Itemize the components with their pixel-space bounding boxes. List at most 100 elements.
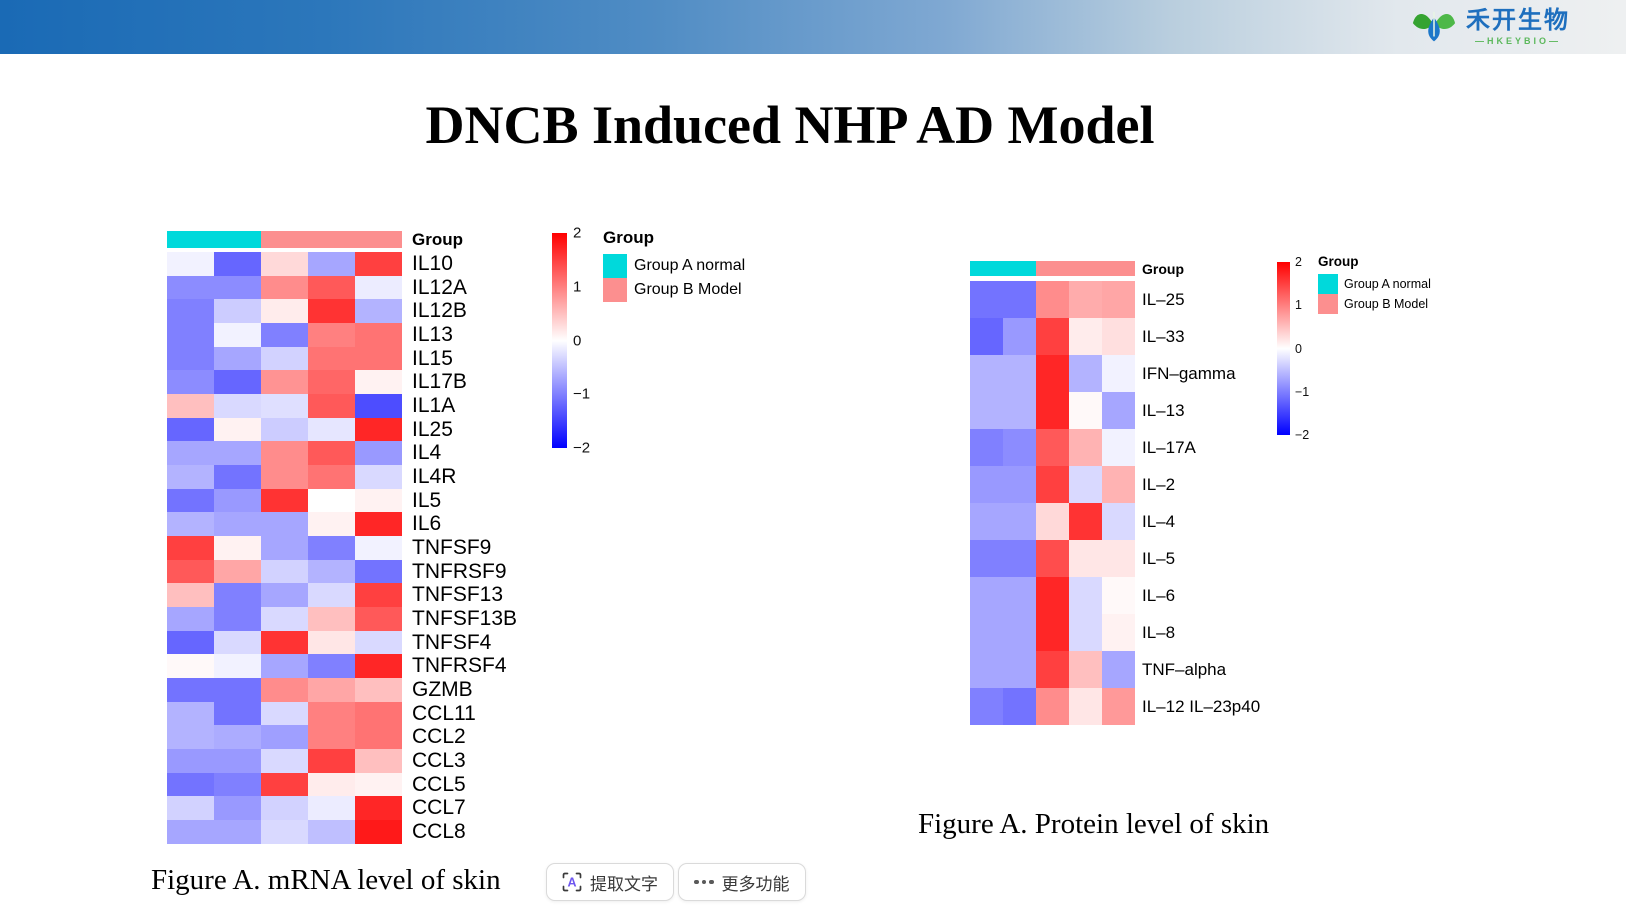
legend-swatch (603, 278, 627, 302)
heatmap-cell (214, 394, 261, 418)
heatmap-cell (1036, 577, 1069, 614)
heatmap-cell (1069, 466, 1102, 503)
group-annotation-bar-protein (970, 261, 1135, 276)
heatmap-cell (167, 725, 214, 750)
annotation-label-mrna: Group (412, 229, 463, 249)
heatmap-cell (1102, 281, 1135, 318)
heatmap-cell (1003, 614, 1036, 651)
heatmap-cell (261, 417, 308, 442)
heatmap-cell (1069, 688, 1102, 725)
row-label: IL–17A (1142, 437, 1196, 457)
row-label: TNFSF9 (412, 535, 492, 559)
colorbar-tick-label: −1 (1295, 384, 1310, 399)
heatmap-cell (970, 429, 1003, 466)
heatmap-cell (1036, 318, 1069, 355)
heatmap-cell (1036, 540, 1069, 577)
group-annotation-segment (167, 231, 261, 248)
extract-text-button[interactable]: A 提取文字 (546, 863, 674, 901)
heatmap-cell (214, 536, 261, 560)
legend-swatch (1318, 294, 1338, 314)
heatmap-cell (308, 749, 355, 773)
heatmap-cell (261, 275, 308, 300)
heatmap-cell (1003, 651, 1036, 688)
heatmap-cell (214, 654, 261, 679)
heatmap-cell (1003, 688, 1036, 725)
row-label: IL–6 (1142, 585, 1176, 605)
heatmap-cell (970, 355, 1003, 392)
leaf-drop-logo-icon (1412, 11, 1456, 42)
group-annotation-segment (261, 231, 402, 248)
heatmap-cell (308, 394, 355, 418)
heatmap-cell (214, 252, 261, 276)
heatmap-cell (970, 540, 1003, 577)
heatmap-cell (1102, 614, 1135, 651)
heatmap-cell (1102, 577, 1135, 614)
extract-text-icon: A (562, 872, 582, 892)
row-label: TNFSF13B (412, 606, 518, 630)
heatmap-cell (355, 654, 402, 679)
colorbar-tick-label: −2 (1295, 428, 1310, 442)
heatmap-cell (214, 559, 261, 584)
heatmap-cell (214, 346, 261, 371)
heatmap-cell (261, 678, 308, 702)
colorbar-tick-label: 0 (1295, 341, 1302, 356)
row-label: IL12B (412, 299, 467, 323)
heatmap-cell (1036, 429, 1069, 466)
heatmap-protein (970, 281, 1135, 725)
row-label: GZMB (412, 677, 473, 701)
heatmap-cell (1102, 429, 1135, 466)
heatmap-cell (214, 465, 261, 489)
heatmap-cell (261, 323, 308, 347)
heatmap-cell (167, 583, 214, 608)
legend-title: Group (1318, 254, 1359, 269)
heatmap-cell (167, 465, 214, 489)
heatmap-cell (1003, 392, 1036, 429)
heatmap-cell (308, 299, 355, 324)
heatmap-cell (214, 299, 261, 324)
heatmap-cell (261, 299, 308, 324)
row-label: TNFSF4 (412, 630, 492, 654)
heatmap-cell (970, 577, 1003, 614)
heatmap-cell (1102, 466, 1135, 503)
heatmap-cell (1036, 392, 1069, 429)
heatmap-cell (308, 536, 355, 560)
heatmap-cell (1069, 614, 1102, 651)
legend-item: Group A normal (1318, 274, 1431, 294)
heatmap-cell (167, 252, 214, 276)
heatmap-cell (1069, 577, 1102, 614)
row-label: IL6 (412, 512, 442, 536)
colorbar-tick-label: −2 (573, 439, 591, 457)
annotation-label-protein: Group (1142, 260, 1184, 277)
heatmap-cell (261, 701, 308, 726)
heatmap-cell (214, 583, 261, 608)
heatmap-cell (355, 299, 402, 324)
more-features-button[interactable]: 更多功能 (678, 863, 806, 901)
heatmap-cell (970, 281, 1003, 318)
top-gradient-bar: 禾开生物 —HKEYBIO— (0, 0, 1626, 54)
heatmap-cell (214, 772, 261, 797)
heatmap-cell (1036, 614, 1069, 651)
row-label: IL4R (412, 464, 457, 488)
row-label: IL–12 IL–23p40 (1142, 696, 1261, 716)
heatmap-cell (214, 370, 261, 395)
figure-caption-protein: Figure A. Protein level of skin (918, 808, 1270, 840)
heatmap-cell (1003, 281, 1036, 318)
heatmap-cell (308, 820, 355, 844)
heatmap-cell (355, 701, 402, 726)
heatmap-cell (1003, 355, 1036, 392)
hkeybio-logo: 禾开生物 —HKEYBIO— (1411, 3, 1570, 51)
heatmap-cell (167, 512, 214, 537)
heatmap-cell (970, 503, 1003, 540)
heatmap-cell (1069, 540, 1102, 577)
legend-item-label: Group B Model (634, 281, 742, 298)
heatmap-cell (214, 725, 261, 750)
heatmap-cell (261, 796, 308, 821)
heatmap-cell (355, 275, 402, 300)
heatmap-cell (1036, 355, 1069, 392)
row-label: IL25 (412, 417, 453, 441)
heatmap-cell (308, 370, 355, 395)
row-labels-protein: IL–25 IL–33 IFN–gamma IL–13 IL–17A IL–2 IL–4 IL… (1142, 281, 1260, 725)
heatmap-cell (1102, 540, 1135, 577)
logo-name-chinese: 禾开生物 (1466, 6, 1570, 34)
